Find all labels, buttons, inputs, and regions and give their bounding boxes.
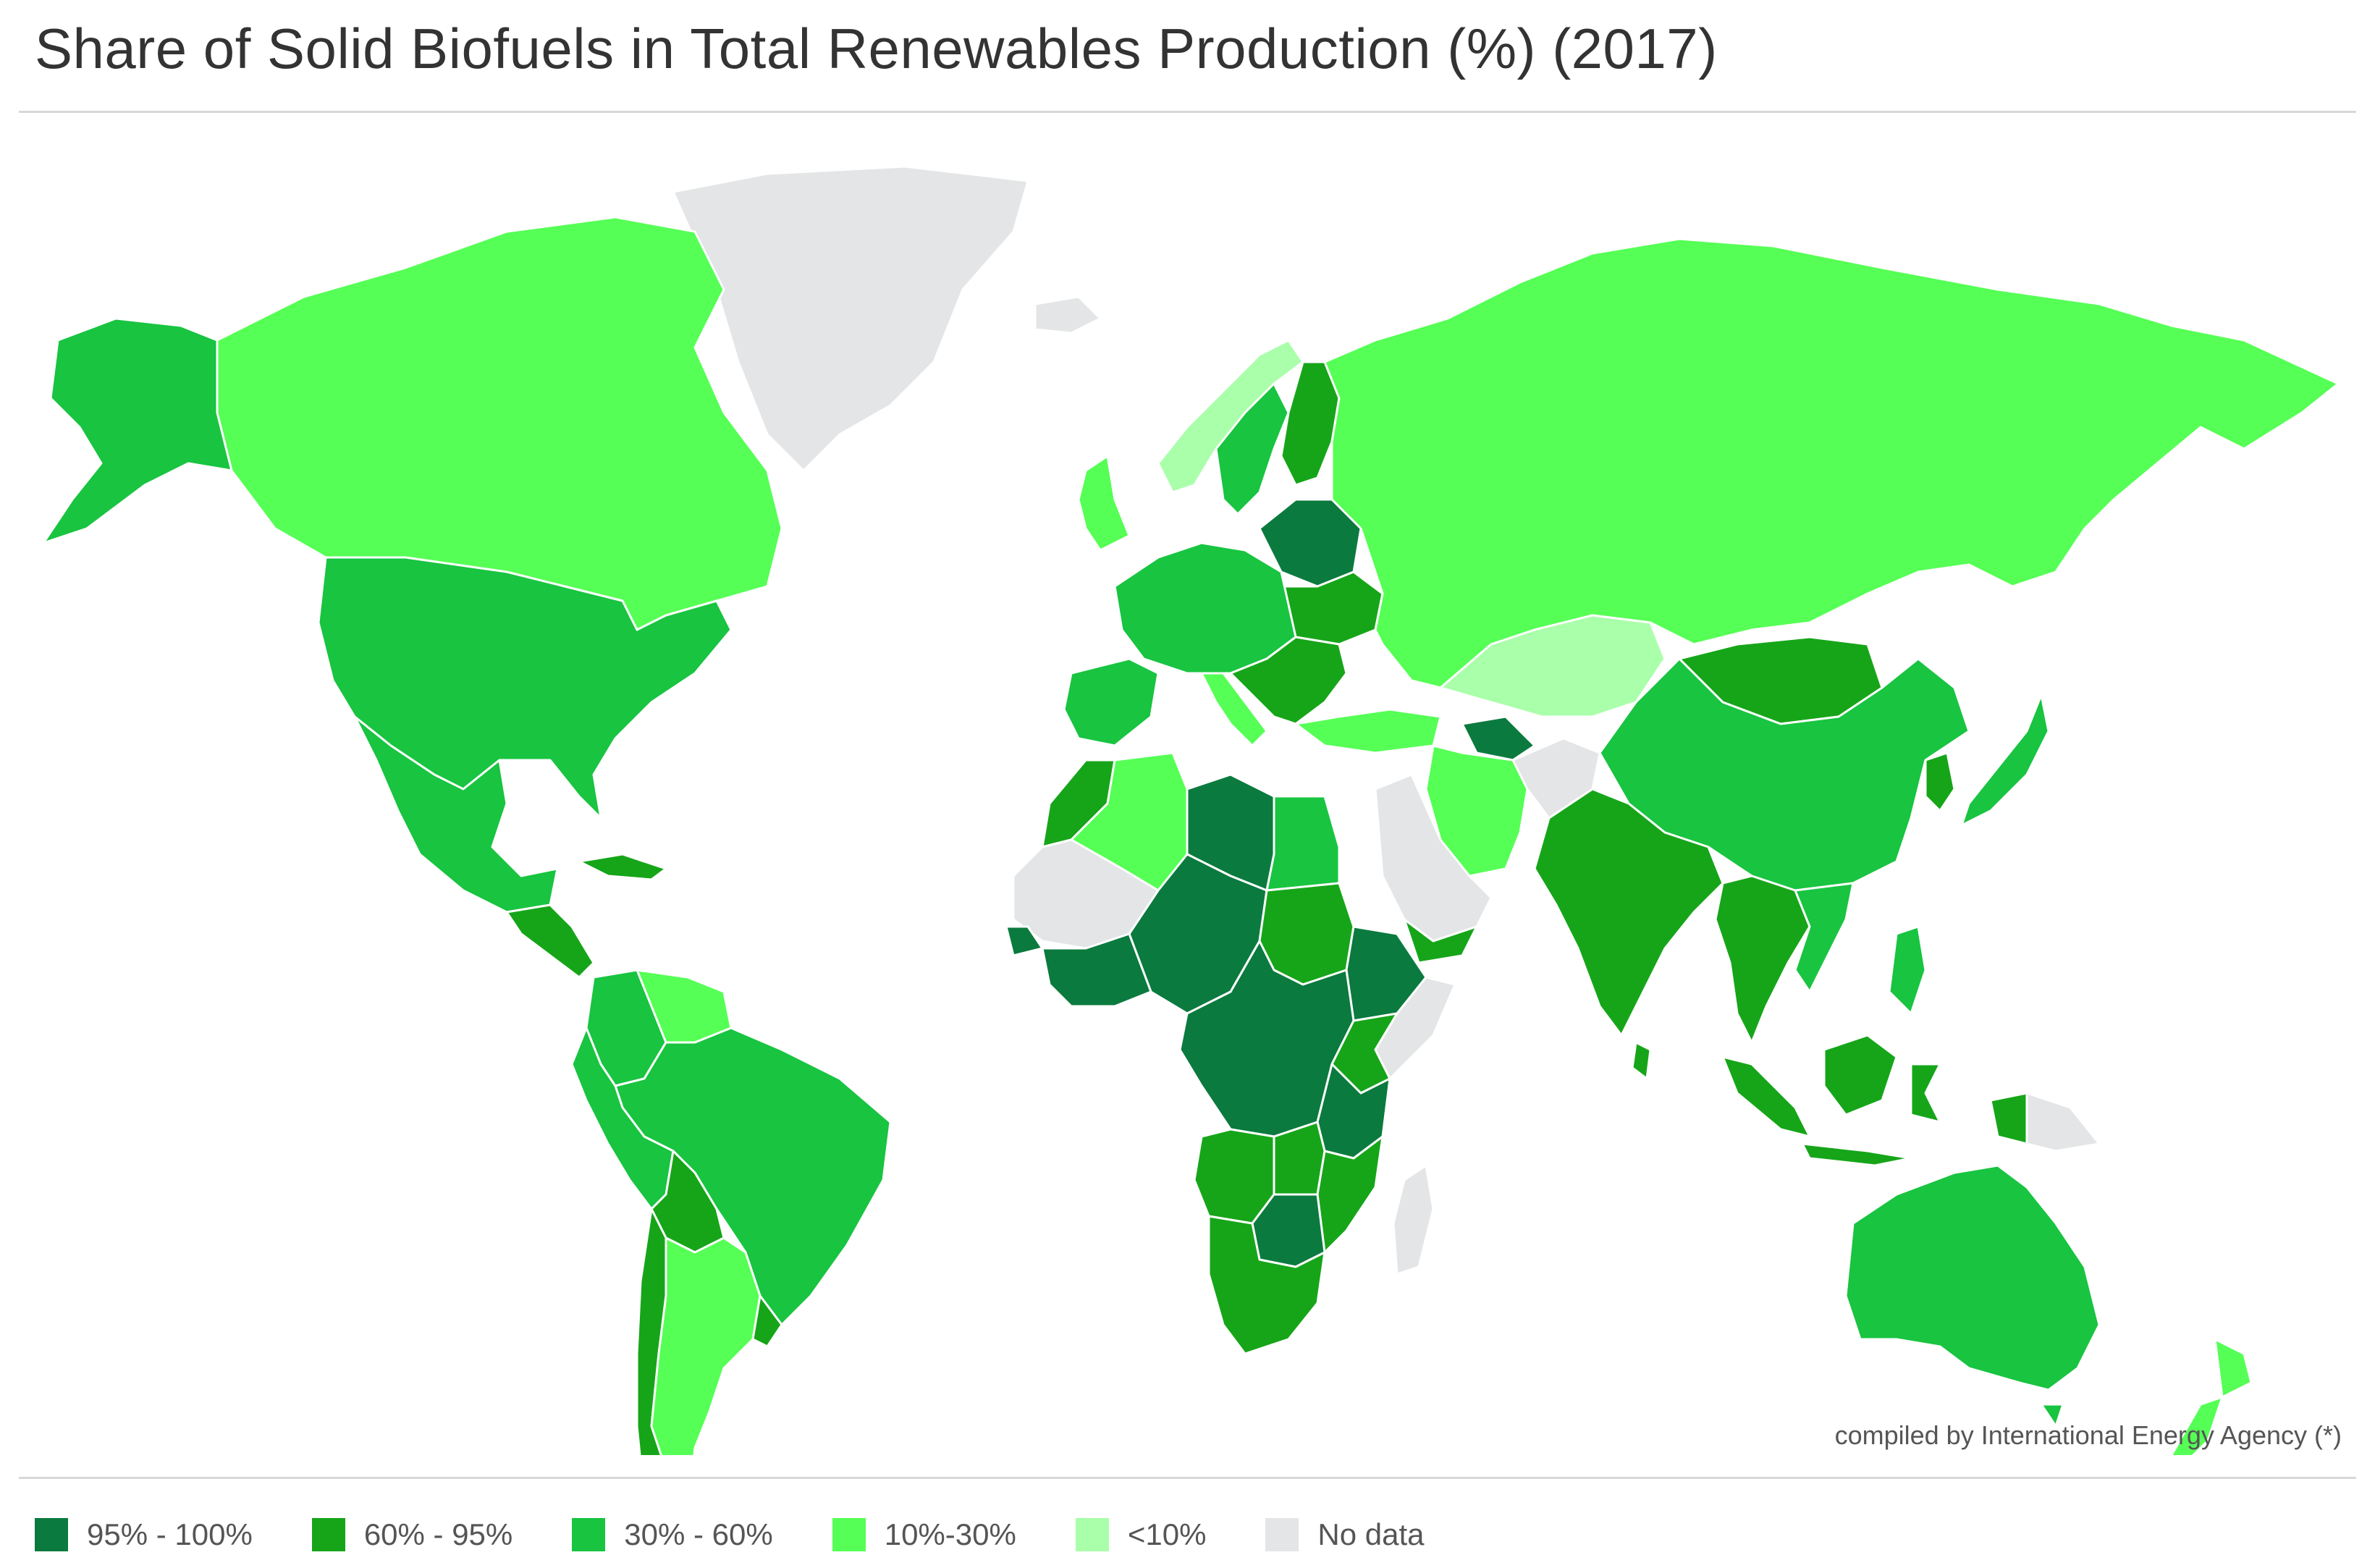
region-greenland[interactable] bbox=[672, 165, 1029, 472]
legend: 95% - 100% 60% - 95% 30% - 60% 10%-30% <… bbox=[35, 1514, 1425, 1555]
region-italy[interactable] bbox=[1200, 672, 1268, 747]
region-southeast-asia[interactable] bbox=[1714, 874, 1811, 1044]
region-mexico[interactable] bbox=[353, 715, 559, 914]
region-korea[interactable] bbox=[1924, 751, 1956, 812]
legend-swatch bbox=[1265, 1518, 1299, 1551]
region-southern-africa[interactable] bbox=[1207, 1215, 1326, 1355]
region-west-africa-coast[interactable] bbox=[1041, 932, 1152, 1008]
region-australia[interactable] bbox=[1844, 1164, 2101, 1391]
legend-swatch bbox=[572, 1518, 606, 1551]
world-map bbox=[42, 165, 2340, 1455]
legend-item-under-10: <10% bbox=[1075, 1517, 1207, 1552]
region-vietnam[interactable] bbox=[1794, 882, 1855, 993]
region-norway[interactable] bbox=[1157, 339, 1304, 494]
legend-item-no-data: No data bbox=[1265, 1517, 1425, 1552]
region-tasmania[interactable] bbox=[2040, 1403, 2064, 1428]
region-png[interactable] bbox=[2025, 1092, 2101, 1152]
region-sri-lanka[interactable] bbox=[1631, 1041, 1652, 1080]
region-nz-south[interactable] bbox=[2170, 1396, 2224, 1455]
region-sweden[interactable] bbox=[1215, 382, 1290, 515]
legend-label: 95% - 100% bbox=[87, 1517, 253, 1551]
legend-swatch bbox=[832, 1518, 866, 1551]
map-title: Share of Solid Biofuels in Total Renewab… bbox=[35, 17, 1718, 80]
region-turkey[interactable] bbox=[1294, 708, 1442, 754]
legend-swatch bbox=[1075, 1518, 1109, 1551]
legend-label: 10%-30% bbox=[884, 1517, 1016, 1551]
region-argentina[interactable] bbox=[650, 1236, 762, 1455]
region-sumatra[interactable] bbox=[1721, 1055, 1811, 1138]
region-java[interactable] bbox=[1801, 1142, 1912, 1167]
legend-label: <10% bbox=[1127, 1517, 1207, 1551]
region-zambia[interactable] bbox=[1273, 1121, 1326, 1196]
region-central-america[interactable] bbox=[505, 903, 595, 979]
region-new-guinea-west[interactable] bbox=[1989, 1092, 2028, 1145]
region-japan[interactable] bbox=[1960, 694, 2050, 827]
source-credit: compiled by International Energy Agency … bbox=[1834, 1420, 2342, 1450]
region-western-europe[interactable] bbox=[1113, 541, 1297, 675]
region-china[interactable] bbox=[1598, 657, 1970, 892]
region-iberia[interactable] bbox=[1063, 657, 1160, 747]
legend-item-60-95: 60% - 95% bbox=[311, 1517, 513, 1552]
region-russia[interactable] bbox=[1323, 237, 2340, 689]
title-divider bbox=[19, 111, 2356, 113]
region-egypt[interactable] bbox=[1265, 795, 1341, 892]
region-turkmenistan[interactable] bbox=[1461, 715, 1536, 762]
region-uk[interactable] bbox=[1077, 455, 1131, 552]
legend-divider bbox=[19, 1477, 2356, 1479]
legend-label: 30% - 60% bbox=[624, 1517, 773, 1551]
region-uruguay[interactable] bbox=[751, 1294, 783, 1348]
region-canada[interactable] bbox=[216, 216, 783, 631]
legend-swatch bbox=[35, 1518, 68, 1551]
region-arabia[interactable] bbox=[1374, 773, 1493, 943]
legend-item-30-60: 30% - 60% bbox=[572, 1517, 773, 1552]
region-yemen[interactable] bbox=[1403, 918, 1478, 964]
region-madagascar[interactable] bbox=[1392, 1164, 1435, 1276]
region-iceland[interactable] bbox=[1034, 295, 1102, 334]
region-balkans[interactable] bbox=[1229, 636, 1348, 725]
legend-label: 60% - 95% bbox=[363, 1517, 513, 1551]
region-philippines[interactable] bbox=[1888, 925, 1927, 1015]
region-borneo[interactable] bbox=[1823, 1034, 1898, 1116]
legend-item-10-30: 10%-30% bbox=[832, 1517, 1016, 1552]
region-iran[interactable] bbox=[1425, 744, 1529, 877]
legend-label: No data bbox=[1317, 1517, 1425, 1551]
region-india[interactable] bbox=[1533, 788, 1724, 1037]
region-kazakhstan[interactable] bbox=[1439, 614, 1666, 718]
region-nz-north[interactable] bbox=[2214, 1338, 2253, 1399]
region-baltics-belarus[interactable] bbox=[1258, 498, 1362, 588]
legend-item-95-100: 95% - 100% bbox=[35, 1517, 253, 1552]
region-sulawesi[interactable] bbox=[1910, 1063, 1941, 1124]
region-cuba[interactable] bbox=[578, 853, 667, 881]
legend-swatch bbox=[311, 1518, 345, 1551]
region-ukraine[interactable] bbox=[1280, 570, 1384, 646]
region-alaska[interactable] bbox=[42, 317, 233, 544]
region-finland[interactable] bbox=[1280, 361, 1341, 486]
